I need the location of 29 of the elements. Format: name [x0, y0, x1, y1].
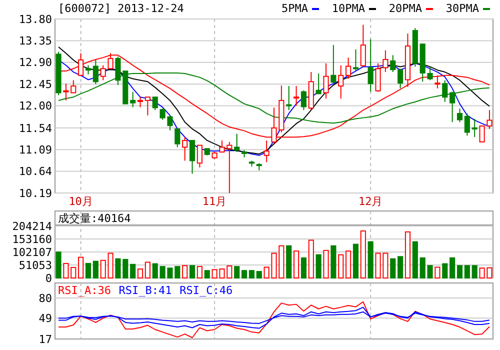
legend-label: 30PMA	[446, 2, 480, 15]
y-tick-label: 11.54	[18, 122, 52, 135]
series-label: RSI_A:36	[58, 284, 111, 297]
chart-title: 成交量:40164	[58, 212, 132, 225]
y-tick-label: 10.64	[18, 165, 52, 178]
series-label: RSI_B:41	[118, 284, 172, 297]
x-tick-label: 12月	[358, 195, 383, 208]
y-tick-label: 0	[45, 272, 52, 285]
y-tick-label: 13.35	[18, 34, 52, 48]
y-tick-label: 11.09	[18, 143, 52, 156]
y-tick-label: 153160	[12, 232, 52, 246]
legend-label: 20PMA	[388, 2, 422, 15]
x-tick-label: 11月	[202, 195, 227, 208]
y-tick-label: 102107	[12, 246, 52, 259]
y-tick-label: 12.00	[18, 100, 52, 113]
y-tick-label: 51053	[18, 258, 52, 272]
y-tick-label: 12.90	[18, 56, 52, 70]
y-tick-label: 17	[38, 332, 52, 346]
y-tick-label: 204214	[12, 220, 52, 233]
text: RSI_C:46	[180, 284, 233, 297]
legend-label: 5PMA	[282, 2, 308, 15]
y-tick-label: 10.19	[18, 186, 52, 200]
chart-title: [600072] 2013-12-24	[58, 2, 184, 15]
x-tick-label: 10月	[68, 195, 93, 208]
y-tick-label: 12.45	[18, 78, 52, 91]
legend-label: 10PMA	[332, 2, 366, 15]
y-tick-label: 49	[38, 312, 52, 326]
y-tick-label: 80	[38, 292, 52, 305]
y-tick-label: 13.80	[18, 12, 52, 26]
